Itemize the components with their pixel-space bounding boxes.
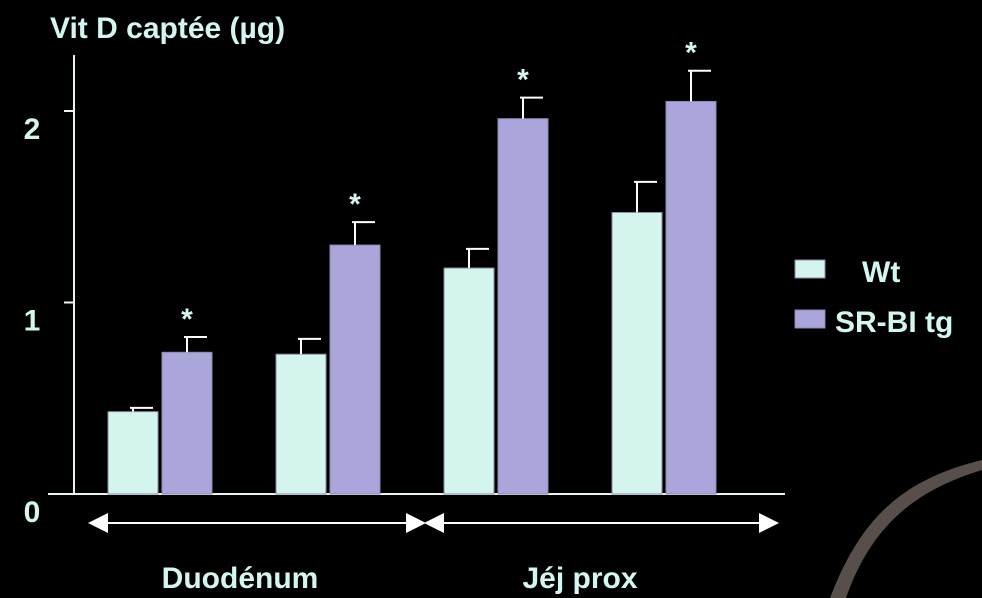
bar [276, 354, 326, 494]
group-label: Jéj prox [522, 562, 637, 595]
error-bar [184, 337, 207, 352]
error-bar [130, 408, 153, 412]
bar [108, 412, 158, 494]
chart: Vit D captée (µg) 0 1 2 Duodénum Jéj prox Wt *… [0, 0, 982, 598]
significance-mark: * [517, 64, 529, 97]
error-bar [634, 182, 657, 213]
bar [330, 245, 380, 494]
y-tick-label: 0 [24, 496, 41, 529]
significance-mark: * [349, 188, 361, 221]
y-tick-label: 2 [24, 113, 41, 146]
decoration [830, 460, 982, 598]
y-axis-label: Vit D captée (µg) [50, 12, 285, 45]
error-bar [688, 71, 711, 102]
error-bar [466, 249, 489, 268]
legend-label: Wt [862, 256, 900, 289]
bar [444, 268, 494, 494]
group-label: Duodénum [162, 562, 319, 595]
error-bar [298, 339, 321, 354]
y-tick-label: 1 [24, 304, 41, 337]
significance-mark: * [685, 37, 697, 70]
legend-swatch [795, 260, 825, 278]
bar [162, 352, 212, 494]
bar [498, 119, 548, 494]
significance-mark: * [181, 303, 193, 336]
bar [612, 212, 662, 494]
error-bar [352, 222, 375, 245]
error-bar [520, 98, 543, 119]
legend-swatch [795, 310, 825, 328]
legend-label: SR-BI tg [835, 306, 953, 339]
bar [666, 101, 716, 494]
